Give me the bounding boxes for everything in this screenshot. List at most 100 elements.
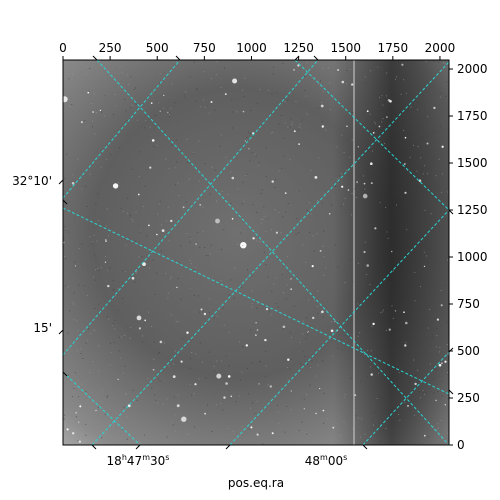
noise-speck xyxy=(365,128,367,130)
star xyxy=(105,240,107,243)
noise-speck xyxy=(305,338,307,340)
noise-speck xyxy=(122,270,124,272)
noise-speck xyxy=(298,430,300,431)
noise-speck xyxy=(424,165,426,167)
star xyxy=(271,432,274,435)
noise-speck xyxy=(371,329,373,330)
top-pixel-axis: 0 250 500 750 1000 1250 1500 1750 2000 xyxy=(59,41,455,60)
noise-speck xyxy=(124,365,126,367)
noise-speck xyxy=(325,267,327,269)
noise-speck xyxy=(140,231,141,233)
noise-speck xyxy=(216,315,218,317)
star xyxy=(303,408,305,410)
wcs-tick-marks xyxy=(58,55,454,450)
noise-speck xyxy=(357,417,359,419)
star xyxy=(250,426,253,429)
noise-speck xyxy=(286,405,288,407)
noise-speck xyxy=(447,372,448,373)
star xyxy=(311,265,314,268)
noise-speck xyxy=(126,197,128,199)
noise-speck xyxy=(447,401,449,403)
noise-speck xyxy=(105,225,107,227)
noise-speck xyxy=(85,391,87,393)
noise-speck xyxy=(352,281,354,283)
noise-speck xyxy=(303,350,305,352)
noise-speck xyxy=(193,294,195,296)
noise-speck xyxy=(383,430,385,432)
noise-speck xyxy=(257,303,259,305)
noise-speck xyxy=(237,244,239,245)
noise-speck xyxy=(352,418,354,420)
noise-speck xyxy=(127,212,128,214)
noise-speck xyxy=(181,338,183,340)
noise-speck xyxy=(309,384,311,386)
noise-speck xyxy=(198,140,200,142)
noise-speck xyxy=(211,77,212,79)
sky-image xyxy=(63,60,449,445)
noise-speck xyxy=(80,353,82,354)
noise-speck xyxy=(81,383,83,385)
noise-speck xyxy=(67,374,69,376)
noise-speck xyxy=(398,311,400,313)
noise-speck xyxy=(131,219,133,220)
noise-speck xyxy=(106,396,108,398)
noise-speck xyxy=(95,203,97,205)
noise-speck xyxy=(444,285,446,287)
noise-speck xyxy=(444,63,446,65)
noise-speck xyxy=(131,168,133,170)
noise-speck xyxy=(195,100,197,102)
noise-speck xyxy=(413,307,415,309)
noise-speck xyxy=(417,295,419,297)
noise-speck xyxy=(341,349,343,351)
star xyxy=(242,110,245,113)
noise-speck xyxy=(310,169,312,171)
noise-speck xyxy=(82,358,84,359)
noise-speck xyxy=(351,193,353,194)
star xyxy=(99,109,102,112)
star xyxy=(194,383,197,386)
noise-speck xyxy=(304,356,306,357)
noise-speck xyxy=(250,109,251,111)
noise-speck xyxy=(299,123,301,125)
noise-speck xyxy=(213,365,215,367)
noise-speck xyxy=(104,95,106,97)
noise-speck xyxy=(352,112,354,114)
noise-speck xyxy=(351,139,353,141)
star xyxy=(256,329,259,331)
noise-speck xyxy=(418,129,420,131)
noise-speck xyxy=(424,105,425,107)
noise-speck xyxy=(228,294,230,296)
noise-speck xyxy=(107,269,109,271)
noise-speck xyxy=(256,307,258,309)
star xyxy=(216,373,222,379)
noise-speck xyxy=(323,230,325,232)
noise-speck xyxy=(396,204,397,206)
noise-speck xyxy=(387,237,389,239)
noise-speck xyxy=(244,77,246,79)
noise-speck xyxy=(404,376,406,378)
noise-speck xyxy=(214,109,216,111)
noise-speck xyxy=(88,328,90,330)
noise-speck xyxy=(72,73,73,75)
noise-speck xyxy=(71,104,73,106)
noise-speck xyxy=(306,210,308,211)
star xyxy=(144,319,147,322)
noise-speck xyxy=(210,244,212,246)
noise-speck xyxy=(223,169,225,171)
noise-speck xyxy=(373,424,374,426)
noise-speck xyxy=(114,94,116,95)
noise-speck xyxy=(228,428,229,430)
noise-speck xyxy=(221,248,223,250)
noise-speck xyxy=(193,393,195,395)
noise-speck xyxy=(147,311,149,313)
noise-speck xyxy=(243,200,245,202)
noise-speck xyxy=(204,106,206,108)
noise-speck xyxy=(125,110,127,112)
star xyxy=(433,106,436,110)
noise-speck xyxy=(177,182,179,184)
noise-speck xyxy=(312,235,314,237)
noise-speck xyxy=(367,350,369,352)
noise-speck xyxy=(73,303,75,305)
noise-speck xyxy=(170,314,172,316)
noise-speck xyxy=(185,91,187,93)
